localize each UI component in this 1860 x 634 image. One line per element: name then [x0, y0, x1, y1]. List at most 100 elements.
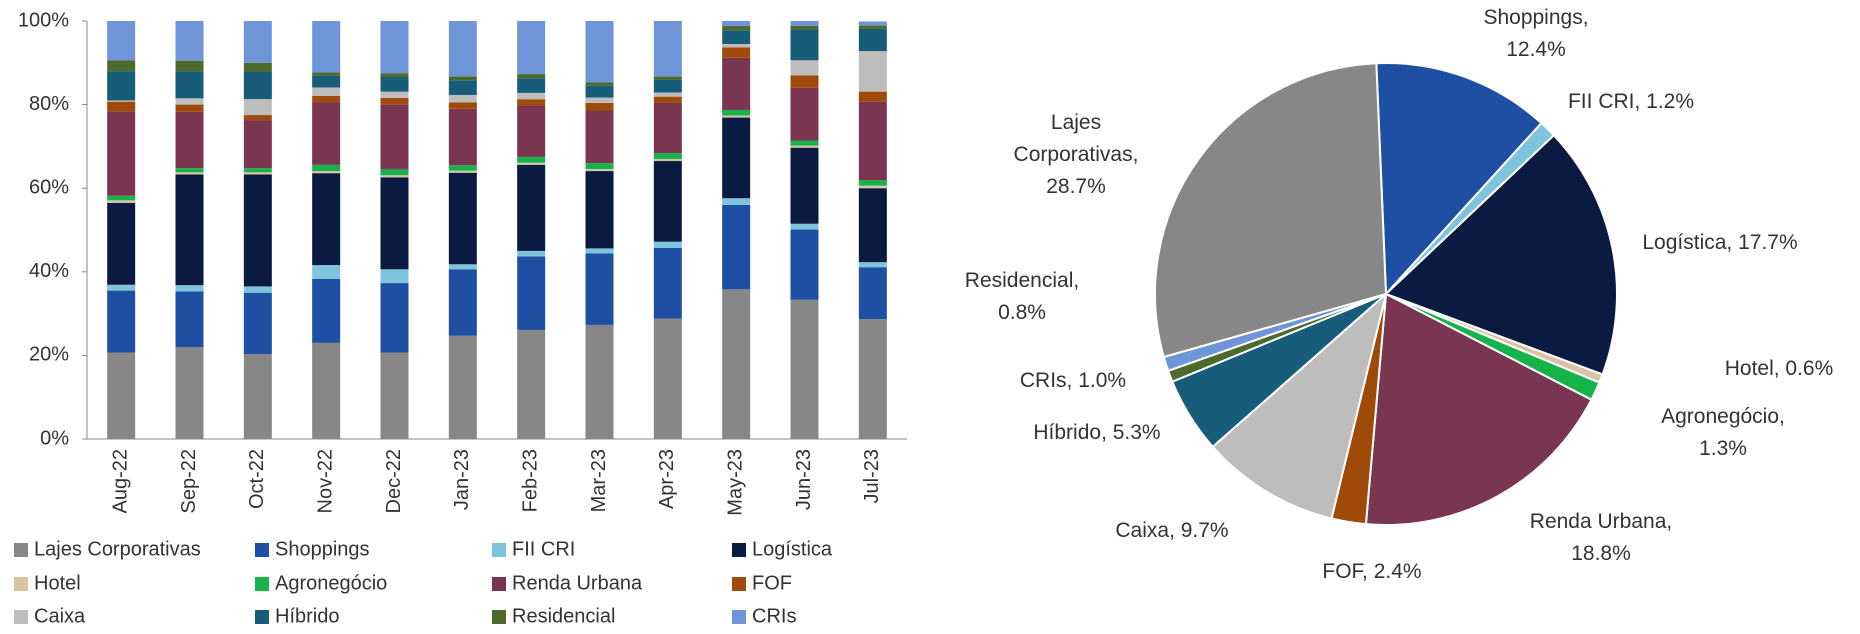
- bar-segment: [653, 21, 682, 77]
- bar-segment: [790, 29, 819, 61]
- bar-segment: [722, 47, 751, 58]
- pie-label: FII CRI, 1.2%: [1568, 90, 1694, 113]
- pie-label: Lajes Corporativas, 28.7%: [1014, 111, 1139, 198]
- legend-swatch: [492, 610, 506, 624]
- y-tick-label: 40%: [29, 260, 69, 282]
- bar-segment: [585, 171, 614, 249]
- pie-label: Logística, 17.7%: [1642, 231, 1797, 254]
- bar-segment: [517, 78, 546, 93]
- bar-segment: [448, 335, 477, 439]
- bar-segment: [790, 223, 819, 230]
- bar-segment: [380, 73, 409, 78]
- bar-segment: [517, 250, 546, 257]
- bar-segment: [653, 247, 682, 319]
- pie-label-line: 18.8%: [1571, 542, 1631, 565]
- pie-label: Residencial, 0.8%: [965, 269, 1079, 324]
- bar-segment: [107, 195, 136, 201]
- bar-segment: [517, 105, 546, 157]
- bar-segment: [858, 185, 887, 189]
- legend-swatch: [14, 610, 28, 624]
- pie-label-line: Hotel, 0.6%: [1725, 357, 1834, 380]
- legend-swatch: [255, 610, 269, 624]
- pie-label: Agronegócio, 1.3%: [1661, 405, 1785, 460]
- x-tick-label: Feb-23: [519, 449, 541, 512]
- bar-segment: [312, 265, 341, 279]
- bar-segment: [175, 174, 204, 286]
- pie-label: CRIs, 1.0%: [1020, 369, 1126, 392]
- pie-label-line: Corporativas,: [1014, 143, 1139, 166]
- legend-swatch: [14, 577, 28, 591]
- pie-label-line: 28.7%: [1046, 175, 1106, 198]
- pie-label-line: Híbrido, 5.3%: [1033, 421, 1160, 444]
- bar-segment: [790, 140, 819, 146]
- pie-label: Híbrido, 5.3%: [1033, 421, 1160, 444]
- pie-label: Shoppings, 12.4%: [1483, 6, 1588, 61]
- bar-segment: [790, 147, 819, 224]
- pie-slice: [1211, 291, 1388, 520]
- bar-segment: [380, 169, 409, 176]
- legend-label: Renda Urbana: [512, 572, 643, 594]
- bar-segment: [585, 102, 614, 111]
- bar-segment: [380, 97, 409, 105]
- legend-label: Hotel: [34, 572, 81, 594]
- legend-swatch: [492, 543, 506, 557]
- bar-segment: [722, 115, 751, 118]
- x-tick-label: Mar-23: [588, 449, 610, 512]
- bar-segment: [448, 80, 477, 95]
- bar-segment: [380, 269, 409, 284]
- bar-segment: [243, 120, 272, 169]
- bar-segment: [107, 290, 136, 353]
- bar-segment: [858, 91, 887, 102]
- legend-label: Residencial: [512, 605, 615, 627]
- bar-segment: [243, 286, 272, 293]
- bar-segment: [448, 269, 477, 336]
- bar-segment: [653, 102, 682, 154]
- legend-swatch: [492, 577, 506, 591]
- bar-segment: [722, 43, 751, 48]
- bar-segment: [107, 71, 136, 101]
- bar-segment: [585, 324, 614, 439]
- y-tick-label: 20%: [29, 344, 69, 366]
- pie-label-line: Caixa, 9.7%: [1115, 519, 1228, 542]
- bar-segment: [585, 97, 614, 103]
- bar-segment: [312, 87, 341, 96]
- x-tick-label: Aug-22: [109, 449, 131, 514]
- pie-slice: [1364, 292, 1593, 526]
- bar-segment: [517, 329, 546, 439]
- legend-label: Caixa: [34, 605, 86, 627]
- bar-segment: [312, 75, 341, 88]
- bar-segment: [517, 92, 546, 100]
- bar-segment: [243, 62, 272, 72]
- bar-segment: [380, 21, 409, 74]
- bar-segment: [858, 180, 887, 186]
- bar-segment: [790, 21, 819, 27]
- bar-segment: [107, 100, 136, 102]
- bar-segment: [722, 289, 751, 439]
- bar-segment: [653, 153, 682, 159]
- pie-label: FOF, 2.4%: [1322, 560, 1421, 583]
- pie-label-line: 0.8%: [998, 301, 1046, 324]
- bar-segment: [175, 172, 204, 175]
- bar-segment: [312, 173, 341, 266]
- bar-segment: [175, 60, 204, 72]
- bar-segment: [243, 354, 272, 439]
- bar-segment: [517, 164, 546, 251]
- bar-segment: [722, 57, 751, 111]
- bar-segment: [380, 104, 409, 170]
- pie-label-line: CRIs, 1.0%: [1020, 369, 1126, 392]
- bar-segment: [653, 318, 682, 439]
- bar-segment: [312, 102, 341, 165]
- bar-segment: [722, 110, 751, 116]
- bar-segment: [790, 87, 819, 141]
- legend-label: FII CRI: [512, 538, 575, 560]
- x-tick-label: Dec-22: [383, 449, 405, 513]
- pie-label-line: Lajes: [1051, 111, 1101, 134]
- bar-segment: [243, 99, 272, 116]
- pie-label-line: FII CRI, 1.2%: [1568, 90, 1694, 113]
- bar-segment: [448, 76, 477, 81]
- bar-segment: [653, 79, 682, 93]
- legend-swatch: [255, 543, 269, 557]
- bar-segment: [448, 172, 477, 265]
- bar-segment: [175, 104, 204, 112]
